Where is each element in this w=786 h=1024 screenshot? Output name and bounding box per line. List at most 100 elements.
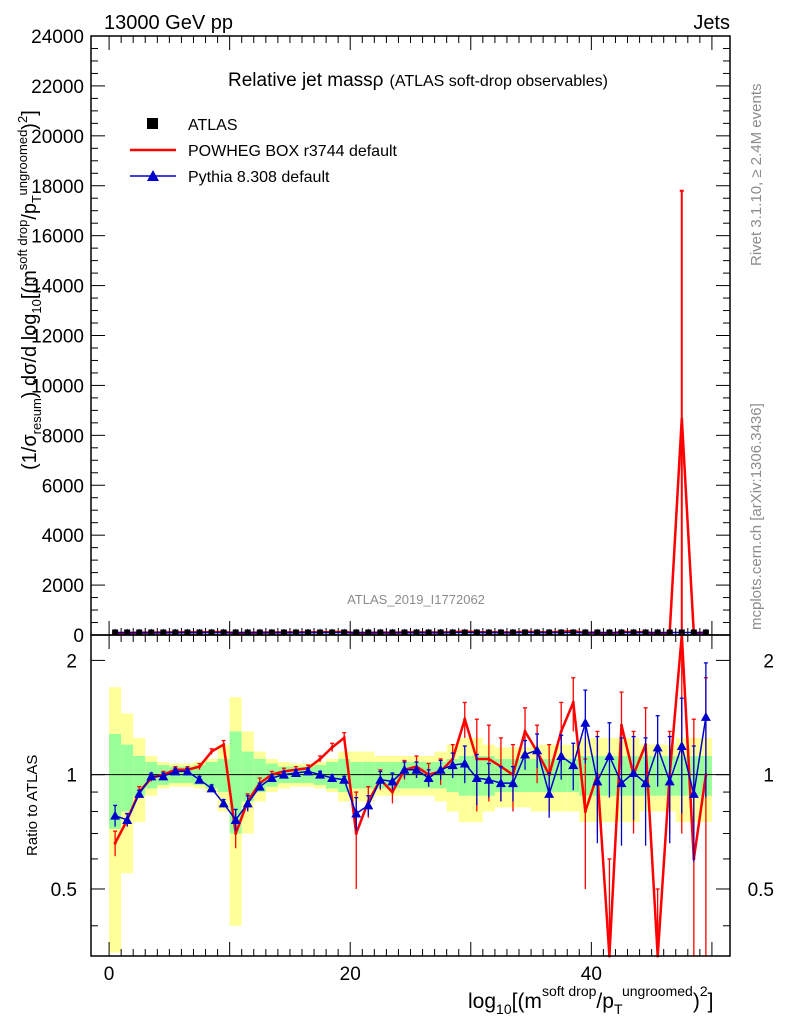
main-panel: [111, 189, 710, 636]
ratio-pythia-point: [110, 810, 121, 820]
y-tick-label: 22000: [31, 77, 84, 98]
main-atlas-point: [232, 629, 239, 636]
y-tick-label: 16000: [31, 227, 84, 248]
ratio-pythia-point: [507, 778, 518, 788]
y-tick-label: 12000: [31, 327, 84, 348]
ratio-pythia-point: [532, 745, 543, 755]
ratio-pythia-point: [700, 711, 711, 721]
main-atlas-point: [582, 629, 589, 636]
rivet-label: Rivet 3.1.10, ≥ 2.4M events: [748, 84, 765, 267]
ratio-pythia-point: [351, 808, 362, 818]
ratio-pythia-point: [363, 800, 374, 810]
main-atlas-point: [666, 629, 673, 636]
x-tick-label: 0: [104, 964, 115, 985]
main-atlas-point: [522, 629, 529, 636]
ratio-y-label: Ratio to ATLAS: [24, 755, 41, 856]
chart-title: Relative jet massρ (ATLAS soft-drop obser…: [228, 70, 608, 91]
ratio-band-inner: [121, 744, 134, 812]
main-atlas-point: [292, 629, 299, 636]
ratio-band-inner: [133, 755, 146, 796]
x-tick-label: 20: [340, 964, 361, 985]
ratio-pythia-point: [688, 788, 699, 798]
ratio-powheg-point: [571, 700, 575, 704]
main-atlas-point: [377, 629, 384, 636]
ratio-pythia-point: [122, 814, 133, 824]
ratio-pythia-point: [652, 742, 663, 752]
ratio-y-tick-label: 0.5: [51, 880, 77, 901]
y-tick-label: 10000: [31, 376, 84, 397]
ratio-band-inner: [519, 758, 532, 793]
ratio-powheg-point: [463, 717, 467, 721]
main-atlas-point: [534, 629, 541, 636]
ratio-pythia-point: [254, 781, 265, 791]
ratio-powheg-point: [222, 743, 226, 747]
y-tick-label: 6000: [42, 476, 84, 497]
ratio-y-tick-label-right: 1: [763, 766, 774, 787]
ratio-pythia-point: [194, 774, 205, 784]
ratio-pythia-point: [423, 773, 434, 783]
ratio-powheg-point: [113, 841, 117, 845]
ratio-pythia-point: [483, 774, 494, 784]
ratio-powheg-point: [523, 729, 527, 733]
energy-label: 13000 GeV pp: [104, 12, 233, 34]
ratio-pythia-point: [327, 773, 338, 783]
ratio-pythia-point: [676, 741, 687, 751]
main-atlas-point: [136, 629, 143, 636]
x-axis-label: log10[(msoft drop/pTungroomed)2]: [468, 983, 713, 1017]
ratio-pythia-point: [568, 760, 579, 770]
main-atlas-point: [172, 629, 179, 636]
y-tick-label: 0: [73, 626, 84, 647]
main-atlas-point: [256, 629, 263, 636]
y-tick-label: 18000: [31, 177, 84, 198]
main-atlas-point: [618, 629, 625, 636]
main-atlas-point: [365, 629, 372, 636]
ratio-band-inner: [362, 761, 375, 789]
ratio-powheg-point: [487, 757, 491, 761]
ratio-pythia-point: [544, 788, 555, 798]
main-atlas-point: [570, 629, 577, 636]
main-frame: [90, 35, 731, 636]
ratio-pythia-point: [459, 758, 470, 768]
ratio-powheg-point: [354, 831, 358, 835]
ratio-pythia-point: [339, 774, 350, 784]
x-tick-label: 40: [581, 964, 602, 985]
main-atlas-point: [449, 629, 456, 636]
ratio-pythia-point: [604, 750, 615, 760]
ratio-pythia-point: [315, 769, 326, 779]
ratio-y-tick-label-right: 2: [763, 651, 774, 672]
ratio-powheg-point: [342, 736, 346, 740]
ratio-y-tick-label: 1: [66, 766, 77, 787]
ratio-pythia-point: [616, 778, 627, 788]
ratio-powheg-point: [210, 750, 214, 754]
svg-text:(1/σresum) dσ/d log10[(msoft d: (1/σresum) dσ/d log10[(msoft drop/pTungr…: [15, 110, 44, 470]
ratio-pythia-point: [146, 771, 157, 781]
main-atlas-point: [630, 629, 637, 636]
ratio-powheg-point: [330, 745, 334, 749]
main-atlas-point: [509, 629, 516, 636]
ratio-pythia-point: [182, 766, 193, 776]
ratio-band-inner: [205, 761, 218, 789]
ratio-pythia-point: [580, 717, 591, 727]
main-atlas-point: [341, 629, 348, 636]
ratio-pythia-point: [278, 769, 289, 779]
main-atlas-point: [220, 629, 227, 636]
main-atlas-point: [437, 629, 444, 636]
main-atlas-point: [425, 629, 432, 636]
y-tick-label: 24000: [31, 27, 84, 48]
ratio-pythia-point: [435, 764, 446, 774]
ratio-pythia-point: [290, 768, 301, 778]
main-atlas-point: [606, 629, 613, 636]
main-atlas-point: [473, 629, 480, 636]
ratio-pythia-point: [266, 773, 277, 783]
ratio-band-inner: [109, 733, 122, 829]
legend-atlas-marker: [147, 118, 158, 129]
main-atlas-point: [268, 629, 275, 636]
legend-powheg-label: POWHEG BOX r3744 default: [188, 143, 398, 160]
main-atlas-point: [594, 629, 601, 636]
main-atlas-point: [317, 629, 324, 636]
ratio-pythia-point: [495, 778, 506, 788]
ratio-pythia-point: [664, 776, 675, 786]
main-atlas-point: [208, 629, 215, 636]
ratio-powheg-point: [583, 809, 587, 813]
ratio-band-inner: [241, 751, 254, 802]
